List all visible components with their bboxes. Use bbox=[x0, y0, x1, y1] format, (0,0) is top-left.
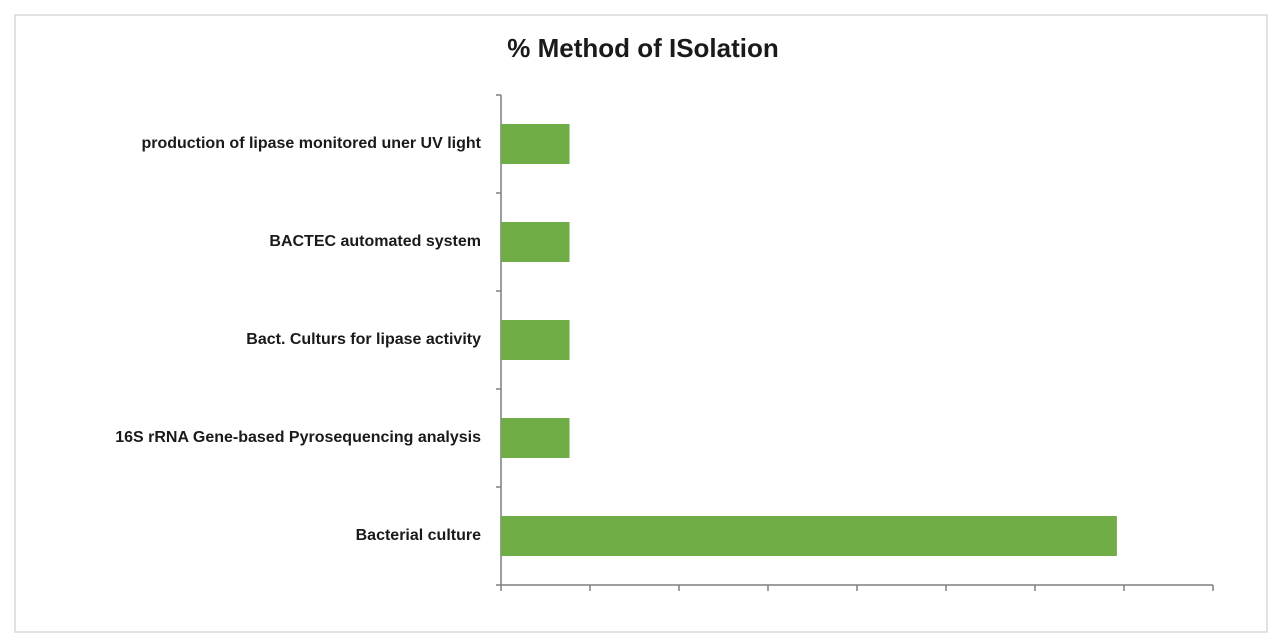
bar bbox=[501, 418, 570, 458]
bar bbox=[501, 222, 570, 262]
bar bbox=[501, 516, 1117, 556]
y-tick-label: 16S rRNA Gene-based Pyrosequencing analy… bbox=[115, 429, 481, 446]
y-tick-label: production of lipase monitored uner UV l… bbox=[141, 135, 481, 152]
chart-title: % Method of ISolation bbox=[507, 33, 779, 63]
bar bbox=[501, 124, 570, 164]
bar bbox=[501, 320, 570, 360]
y-tick-label: Bact. Culturs for lipase activity bbox=[246, 331, 481, 348]
y-tick-label: BACTEC automated system bbox=[269, 233, 481, 250]
y-tick-label: Bacterial culture bbox=[356, 527, 481, 544]
